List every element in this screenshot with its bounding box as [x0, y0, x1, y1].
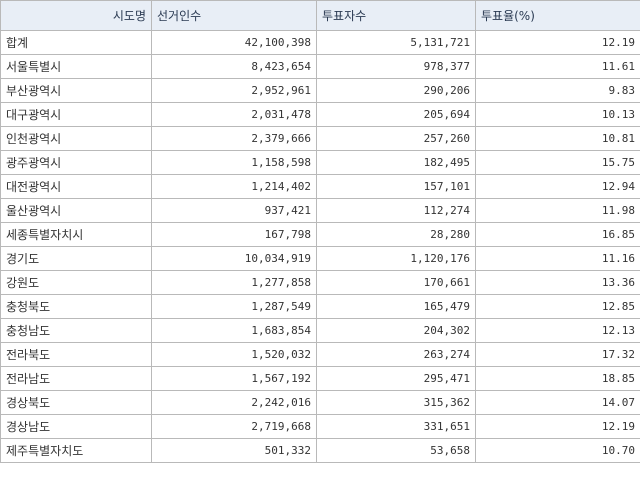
electors-cell: 1,567,192 [151, 366, 317, 391]
turnout-cell: 12.13 [475, 318, 640, 343]
region-name-cell: 부산광역시 [0, 78, 152, 103]
table-body: 합계 42,100,398 5,131,721 12.19 서울특별시 8,423,654… [0, 30, 640, 463]
voters-cell: 182,495 [316, 150, 476, 175]
voters-cell: 204,302 [316, 318, 476, 343]
table-row: 세종특별자치시 167,798 28,280 16.85 [0, 222, 640, 247]
voters-cell: 295,471 [316, 366, 476, 391]
electors-cell: 2,952,961 [151, 78, 317, 103]
turnout-cell: 12.85 [475, 294, 640, 319]
turnout-cell: 15.75 [475, 150, 640, 175]
electors-cell: 2,031,478 [151, 102, 317, 127]
electors-cell: 10,034,919 [151, 246, 317, 271]
electors-cell: 1,520,032 [151, 342, 317, 367]
table-row: 강원도 1,277,858 170,661 13.36 [0, 270, 640, 295]
turnout-cell: 12.19 [475, 30, 640, 55]
region-name-cell: 경기도 [0, 246, 152, 271]
turnout-cell: 11.61 [475, 54, 640, 79]
electors-cell: 42,100,398 [151, 30, 317, 55]
table-row: 인천광역시 2,379,666 257,260 10.81 [0, 126, 640, 151]
region-name-cell: 광주광역시 [0, 150, 152, 175]
voters-cell: 165,479 [316, 294, 476, 319]
electors-cell: 1,158,598 [151, 150, 317, 175]
header-row: 시도명 선거인수 투표자수 투표율(%) [0, 0, 640, 31]
table-row: 충청북도 1,287,549 165,479 12.85 [0, 294, 640, 319]
voters-cell: 315,362 [316, 390, 476, 415]
table-row: 경기도 10,034,919 1,120,176 11.16 [0, 246, 640, 271]
turnout-cell: 17.32 [475, 342, 640, 367]
voters-cell: 5,131,721 [316, 30, 476, 55]
turnout-cell: 9.83 [475, 78, 640, 103]
table-row: 광주광역시 1,158,598 182,495 15.75 [0, 150, 640, 175]
electors-cell: 2,719,668 [151, 414, 317, 439]
table-row: 전라북도 1,520,032 263,274 17.32 [0, 342, 640, 367]
region-name-cell: 경상북도 [0, 390, 152, 415]
electors-cell: 2,379,666 [151, 126, 317, 151]
voters-cell: 263,274 [316, 342, 476, 367]
table-row: 울산광역시 937,421 112,274 11.98 [0, 198, 640, 223]
turnout-cell: 12.19 [475, 414, 640, 439]
region-name-cell: 대전광역시 [0, 174, 152, 199]
turnout-cell: 18.85 [475, 366, 640, 391]
column-header-voters[interactable]: 투표자수 [316, 0, 476, 31]
voters-cell: 290,206 [316, 78, 476, 103]
table-row: 대전광역시 1,214,402 157,101 12.94 [0, 174, 640, 199]
voters-cell: 205,694 [316, 102, 476, 127]
table-row: 서울특별시 8,423,654 978,377 11.61 [0, 54, 640, 79]
voters-cell: 1,120,176 [316, 246, 476, 271]
column-header-turnout[interactable]: 투표율(%) [475, 0, 640, 31]
electors-cell: 8,423,654 [151, 54, 317, 79]
turnout-cell: 10.13 [475, 102, 640, 127]
voters-cell: 157,101 [316, 174, 476, 199]
turnout-cell: 10.70 [475, 438, 640, 463]
table-row: 부산광역시 2,952,961 290,206 9.83 [0, 78, 640, 103]
region-name-cell: 제주특별자치도 [0, 438, 152, 463]
region-name-cell: 인천광역시 [0, 126, 152, 151]
electors-cell: 2,242,016 [151, 390, 317, 415]
voters-cell: 53,658 [316, 438, 476, 463]
region-name-cell: 전라남도 [0, 366, 152, 391]
column-header-electors[interactable]: 선거인수 [151, 0, 317, 31]
electors-cell: 1,683,854 [151, 318, 317, 343]
voters-cell: 28,280 [316, 222, 476, 247]
turnout-cell: 16.85 [475, 222, 640, 247]
turnout-table: 시도명 선거인수 투표자수 투표율(%) 합계 42,100,398 5,131,7… [0, 0, 640, 463]
turnout-cell: 14.07 [475, 390, 640, 415]
turnout-cell: 11.16 [475, 246, 640, 271]
electors-cell: 167,798 [151, 222, 317, 247]
table-row: 대구광역시 2,031,478 205,694 10.13 [0, 102, 640, 127]
turnout-cell: 11.98 [475, 198, 640, 223]
total-row: 합계 42,100,398 5,131,721 12.19 [0, 30, 640, 55]
column-header-region[interactable]: 시도명 [0, 0, 152, 31]
region-name-cell: 합계 [0, 30, 152, 55]
voters-cell: 257,260 [316, 126, 476, 151]
region-name-cell: 대구광역시 [0, 102, 152, 127]
turnout-cell: 13.36 [475, 270, 640, 295]
electors-cell: 501,332 [151, 438, 317, 463]
table-row: 제주특별자치도 501,332 53,658 10.70 [0, 438, 640, 463]
voters-cell: 978,377 [316, 54, 476, 79]
region-name-cell: 충청북도 [0, 294, 152, 319]
table-row: 충청남도 1,683,854 204,302 12.13 [0, 318, 640, 343]
voters-cell: 331,651 [316, 414, 476, 439]
turnout-cell: 12.94 [475, 174, 640, 199]
turnout-cell: 10.81 [475, 126, 640, 151]
voters-cell: 170,661 [316, 270, 476, 295]
electors-cell: 1,287,549 [151, 294, 317, 319]
region-name-cell: 세종특별자치시 [0, 222, 152, 247]
electors-cell: 1,214,402 [151, 174, 317, 199]
electors-cell: 1,277,858 [151, 270, 317, 295]
table-row: 경상북도 2,242,016 315,362 14.07 [0, 390, 640, 415]
region-name-cell: 충청남도 [0, 318, 152, 343]
region-name-cell: 울산광역시 [0, 198, 152, 223]
region-name-cell: 강원도 [0, 270, 152, 295]
region-name-cell: 서울특별시 [0, 54, 152, 79]
region-name-cell: 전라북도 [0, 342, 152, 367]
table-row: 전라남도 1,567,192 295,471 18.85 [0, 366, 640, 391]
voters-cell: 112,274 [316, 198, 476, 223]
table-row: 경상남도 2,719,668 331,651 12.19 [0, 414, 640, 439]
region-name-cell: 경상남도 [0, 414, 152, 439]
electors-cell: 937,421 [151, 198, 317, 223]
